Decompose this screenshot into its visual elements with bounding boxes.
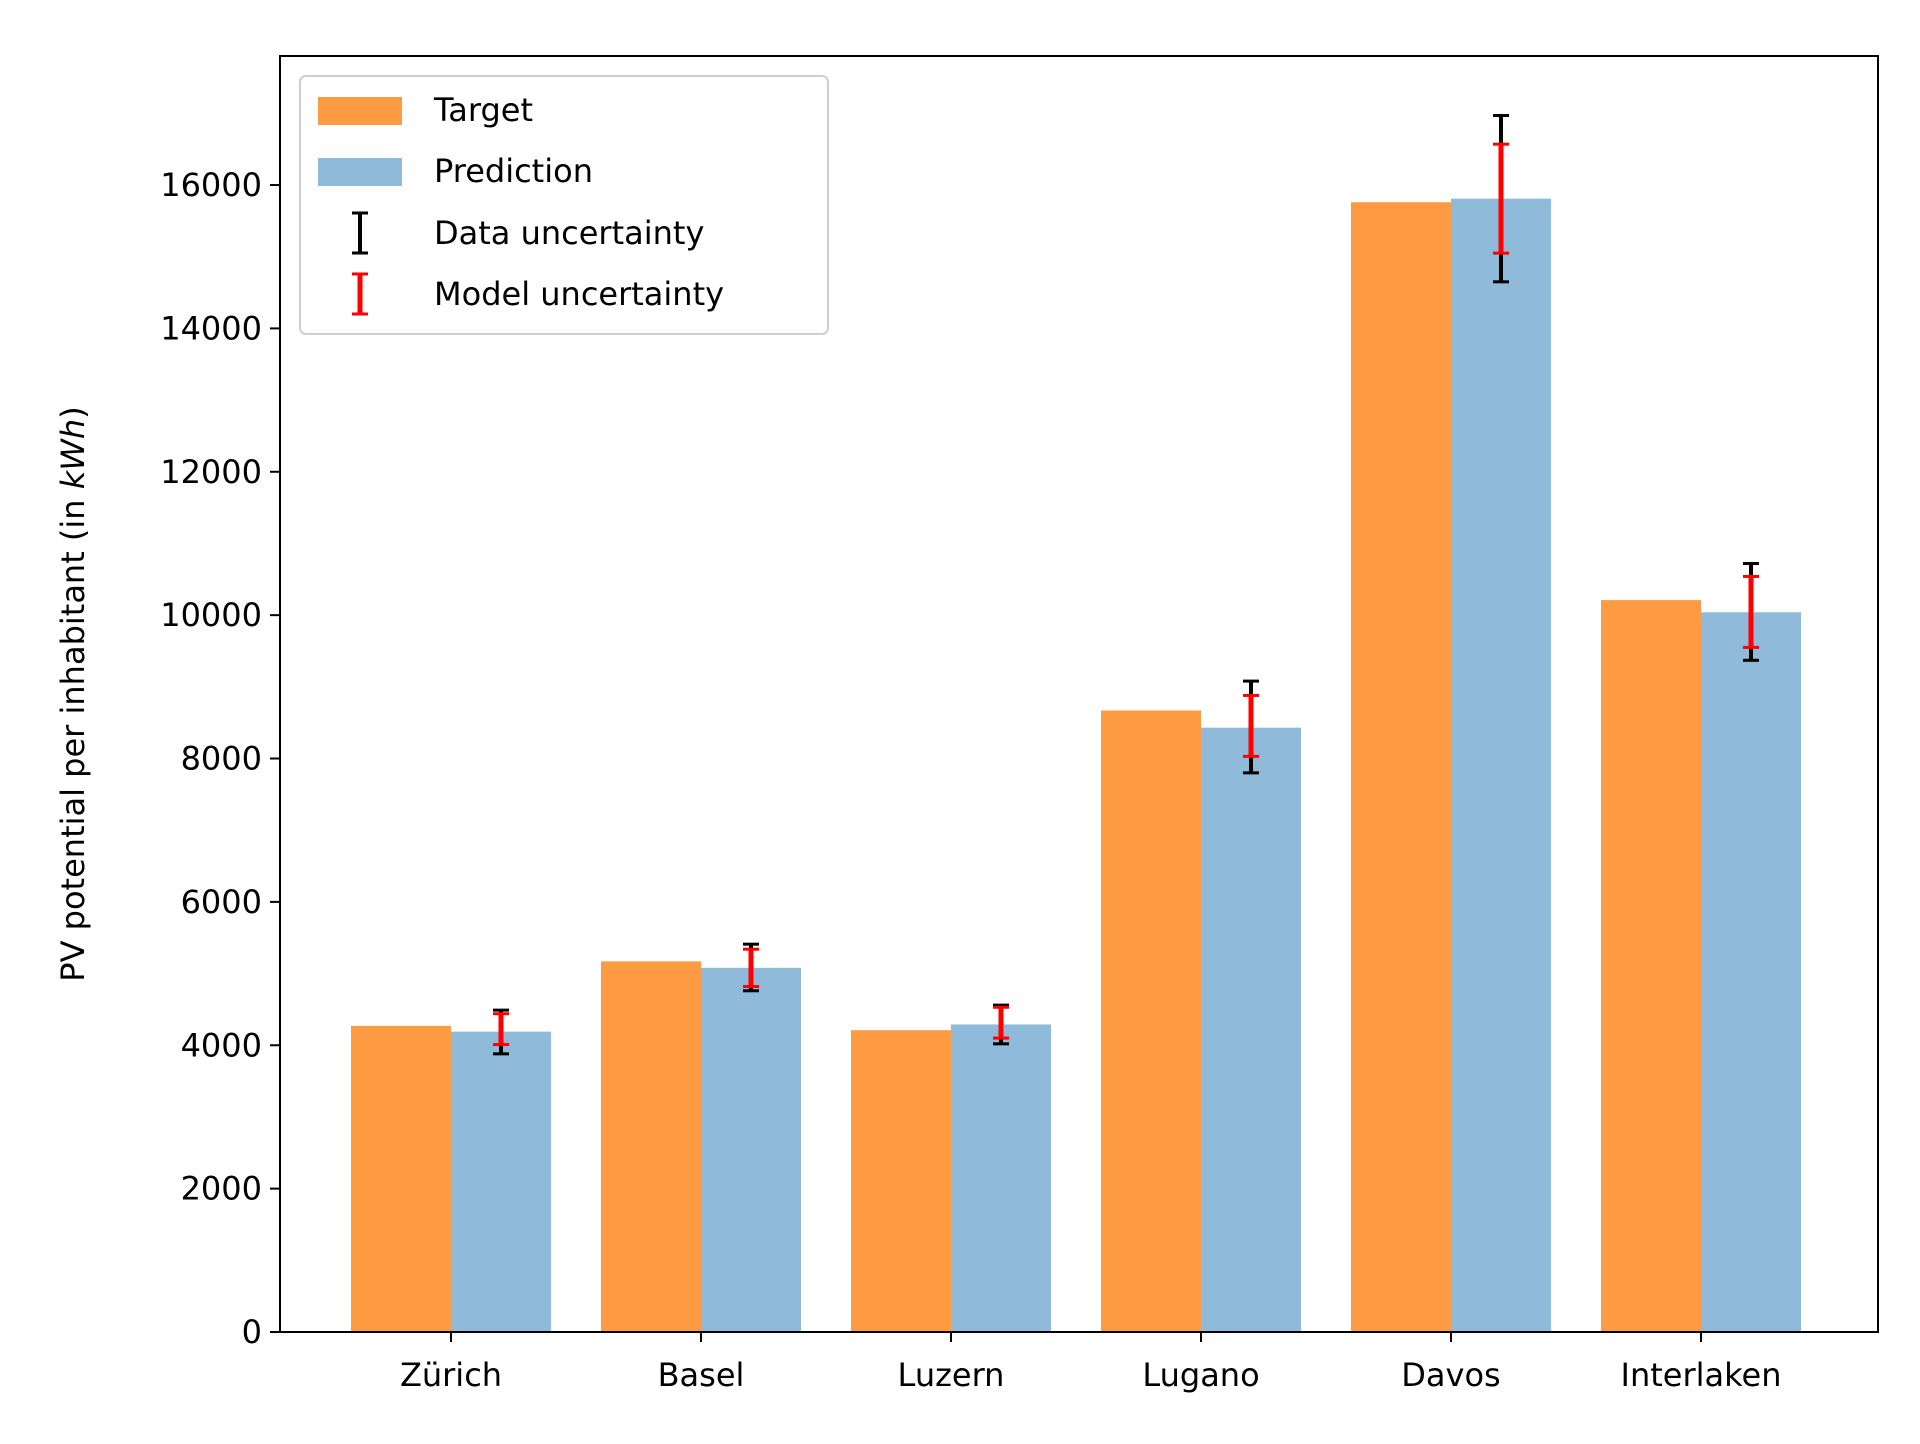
y-ticks-group: 0 2000 4000 6000 8000 10000 12000 14000 16000 [160,166,280,1351]
y-axis-label-close: ) [54,406,92,418]
bar-prediction-4 [1451,198,1551,1332]
legend-box [299,75,829,335]
y-tick-label-8: 16000 [160,166,262,204]
legend-label-0: Target [433,91,533,129]
bar-prediction-1 [701,967,801,1332]
y-tick-label-0: 0 [242,1313,262,1351]
x-tick-label-1: Basel [658,1356,745,1394]
bar-prediction-5 [1701,612,1801,1332]
x-tick-label-0: Zürich [400,1356,502,1394]
y-tick-label-3: 6000 [181,883,262,921]
y-axis-label-text: PV potential per inhabitant (in [54,489,92,981]
legend-label-3: Model uncertainty [434,275,724,313]
y-axis-label: PV potential per inhabitant (in kWh) [54,406,92,981]
x-tick-label-3: Lugano [1142,1356,1259,1394]
y-tick-label-5: 10000 [160,596,262,634]
error-bars-group [493,113,1759,1056]
y-tick-label-4: 8000 [181,740,262,778]
bar-target-1 [601,961,701,1332]
axes-frame [279,55,1879,1333]
bar-prediction-0 [451,1031,551,1332]
y-tick-label-6: 12000 [160,453,262,491]
bar-prediction-2 [951,1024,1051,1332]
x-tick-label-4: Davos [1401,1356,1500,1394]
bar-target-3 [1101,710,1201,1332]
x-tick-label-2: Luzern [898,1356,1005,1394]
bar-target-5 [1601,600,1701,1332]
legend-label-2: Data uncertainty [434,214,704,252]
legend-swatch-0 [318,97,402,125]
bar-prediction-3 [1201,727,1301,1332]
x-ticks-group: Zürich Basel Luzern Lugano Davos Interlaken [400,1332,1782,1394]
legend-label-1: Prediction [434,152,593,190]
bar-target-2 [851,1030,951,1332]
legend-swatch-1 [318,158,402,186]
bars-group [351,198,1801,1333]
y-tick-label-2: 4000 [181,1026,262,1064]
bar-target-4 [1351,202,1451,1333]
legend: Target Prediction Data uncertainty Model un… [299,75,829,335]
y-axis-label-unit: kWh [54,419,92,489]
y-tick-label-7: 14000 [160,309,262,347]
bar-target-0 [351,1025,451,1332]
y-tick-label-1: 2000 [181,1170,262,1208]
x-tick-label-5: Interlaken [1621,1356,1782,1394]
